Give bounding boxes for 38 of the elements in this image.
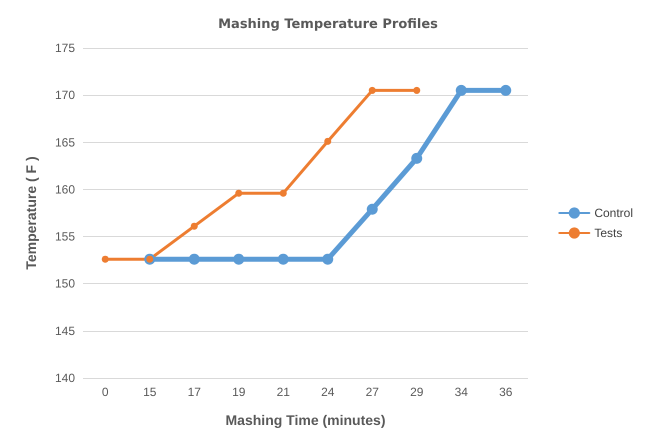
- point: [322, 254, 334, 265]
- legend-label: Control: [594, 206, 634, 220]
- point: [411, 152, 422, 164]
- y-tick-label: 160: [54, 182, 76, 196]
- x-tick-label: 29: [410, 385, 424, 399]
- x-tick-label: 24: [321, 385, 335, 399]
- y-tick-label: 150: [54, 276, 76, 291]
- point: [413, 86, 420, 94]
- point: [190, 222, 198, 230]
- x-tick-label: 36: [499, 385, 513, 399]
- x-tick-label: 27: [366, 385, 380, 399]
- legend-label: Tests: [594, 226, 622, 240]
- point: [280, 190, 287, 197]
- y-tick-label: 140: [54, 371, 76, 385]
- y-tick-label: 145: [54, 324, 76, 338]
- x-tick-label: 0: [102, 385, 109, 399]
- y-axis-title: Temperature ( F ): [23, 156, 39, 270]
- y-tick-label: 165: [54, 135, 76, 150]
- point: [368, 86, 376, 94]
- y-tick-label: 170: [54, 88, 76, 102]
- y-tick-label: 175: [54, 41, 76, 55]
- point: [456, 84, 467, 96]
- point: [500, 84, 512, 96]
- point: [324, 138, 332, 145]
- x-tick-label: 21: [276, 385, 290, 399]
- point: [235, 190, 242, 197]
- point: [188, 254, 200, 265]
- x-tick-label: 34: [454, 385, 468, 399]
- x-tick-label: 15: [143, 385, 157, 399]
- x-tick-label: 19: [232, 385, 246, 399]
- point: [233, 254, 244, 265]
- x-tick-label: 17: [188, 385, 202, 399]
- point: [278, 254, 289, 265]
- point: [366, 204, 378, 215]
- point: [102, 256, 109, 263]
- y-tick-label: 155: [54, 230, 76, 244]
- x-axis-title: Mashing Time (minutes): [226, 412, 386, 428]
- chart-title: Mashing Temperature Profiles: [218, 17, 438, 32]
